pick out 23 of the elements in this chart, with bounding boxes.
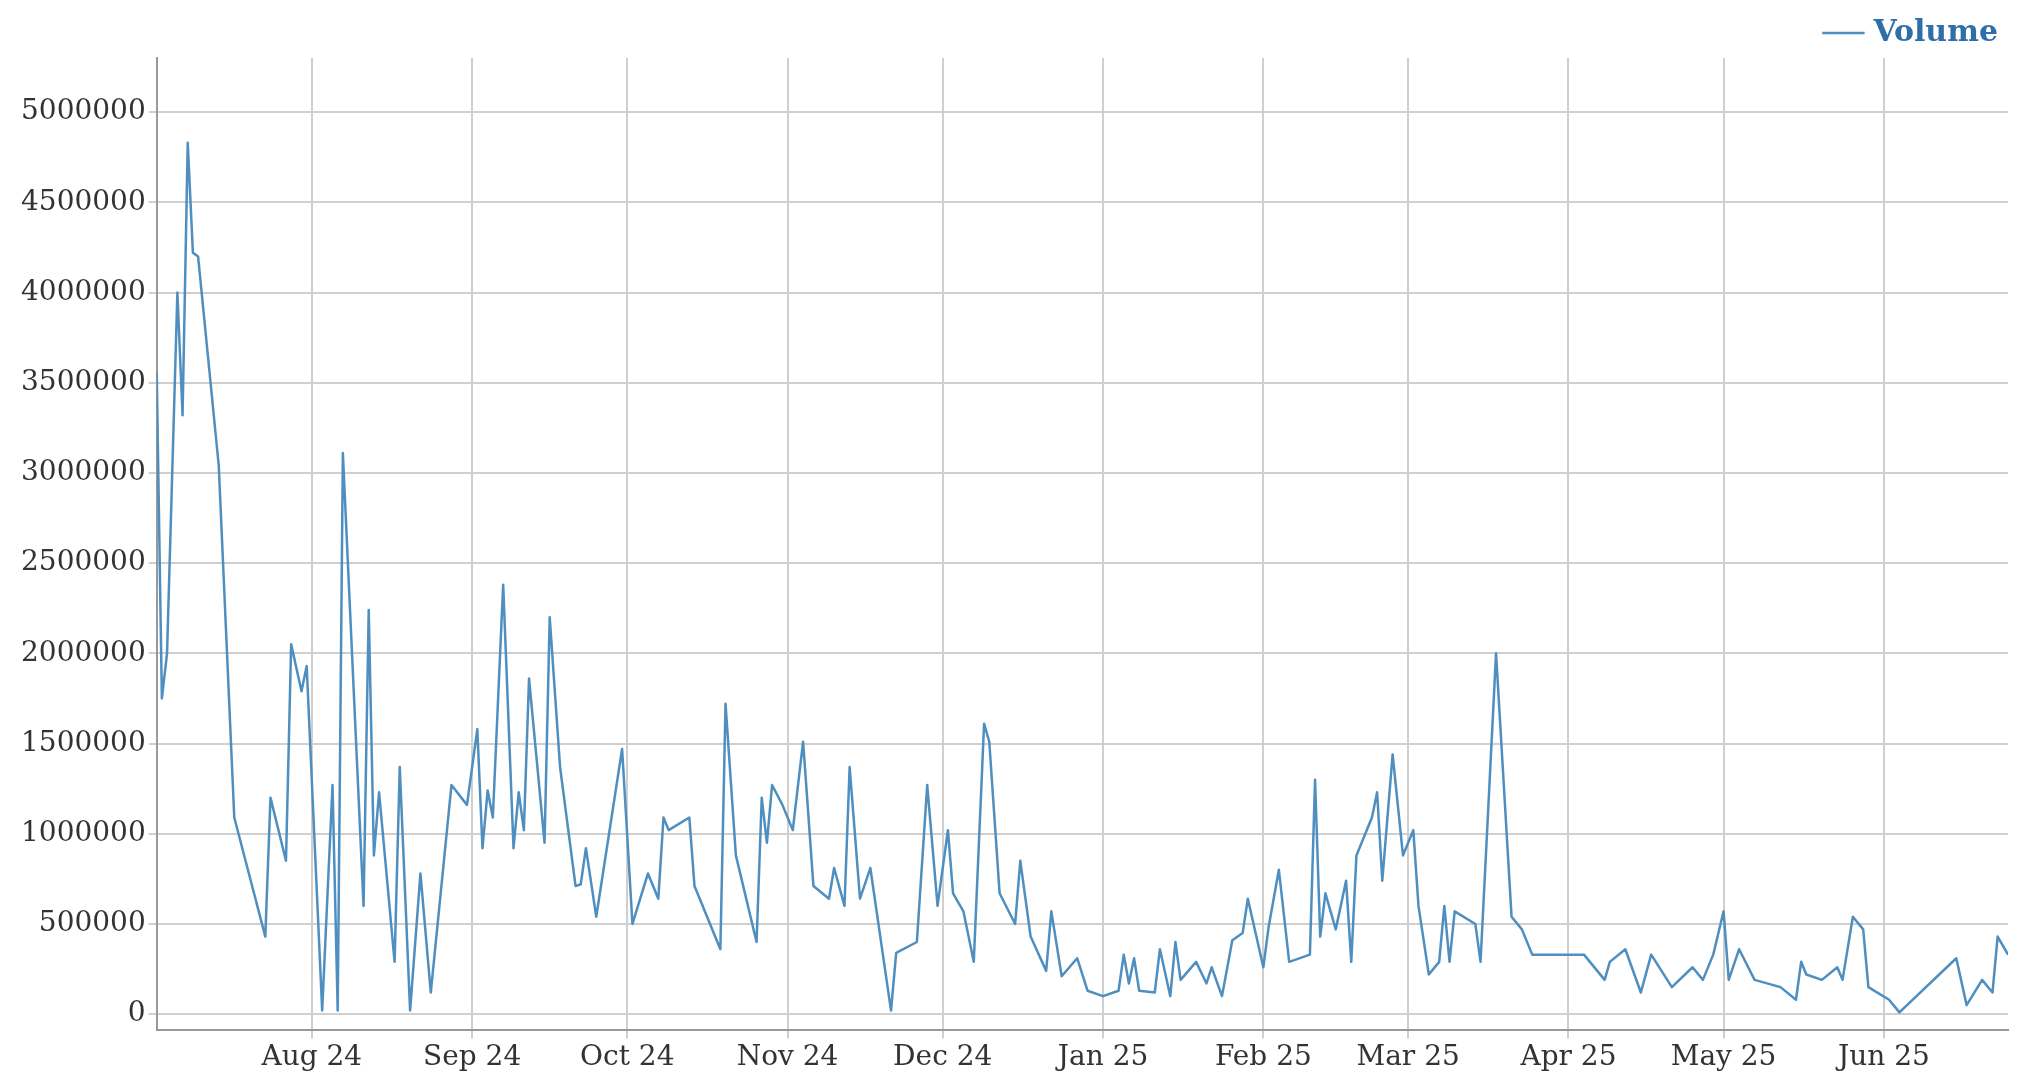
x-tick-label: Mar 25	[1356, 1039, 1460, 1073]
y-tick-label: 3000000	[21, 454, 146, 488]
x-tick-label: Dec 24	[893, 1039, 993, 1073]
y-tick-label: 3500000	[21, 364, 146, 398]
y-tick-label: 2500000	[21, 544, 146, 578]
y-tick-label: 1500000	[21, 724, 146, 758]
y-tick-label: 4000000	[21, 273, 146, 307]
y-tick-label: 0	[127, 995, 146, 1029]
legend-label: Volume	[1872, 12, 1999, 48]
x-tick-label: Nov 24	[736, 1039, 839, 1073]
x-tick-label: Jan 25	[1054, 1039, 1149, 1073]
x-tick-label: Sep 24	[423, 1039, 522, 1073]
x-tick-label: Oct 24	[580, 1039, 675, 1073]
x-tick-label: Apr 25	[1519, 1039, 1617, 1073]
y-tick-label: 5000000	[21, 93, 146, 127]
x-tick-label: Aug 24	[260, 1039, 363, 1073]
x-tick-label: Feb 25	[1214, 1039, 1312, 1073]
y-tick-label: 1000000	[21, 815, 146, 849]
y-tick-label: 500000	[38, 905, 146, 939]
x-tick-label: Jun 25	[1834, 1039, 1930, 1073]
y-tick-label: 4500000	[21, 183, 146, 217]
x-tick-label: May 25	[1670, 1039, 1777, 1073]
y-tick-label: 2000000	[21, 634, 146, 668]
